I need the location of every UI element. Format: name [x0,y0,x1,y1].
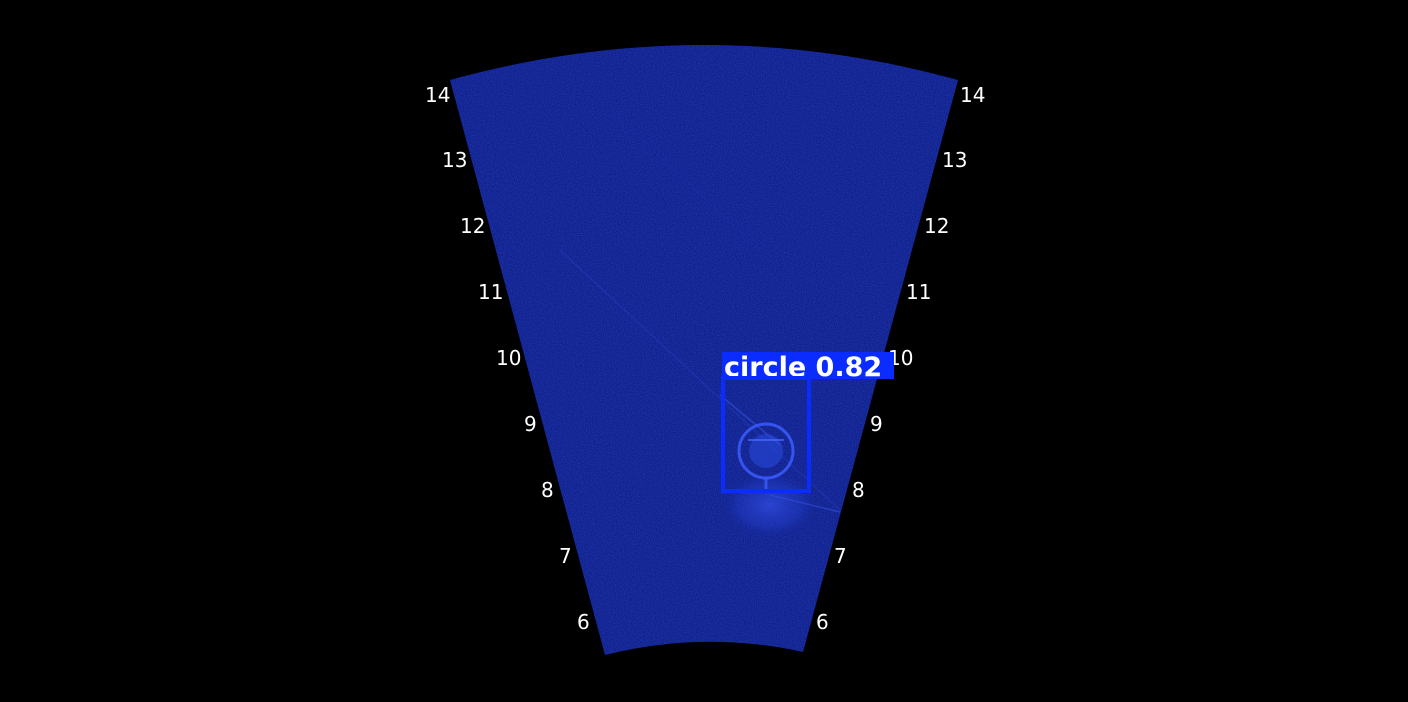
range-label-left: 12 [460,214,485,238]
range-label-right: 12 [924,214,949,238]
sonar-fan-grain [450,45,958,655]
range-label-left: 10 [496,346,521,370]
range-label-right: 7 [834,544,847,568]
range-label-left: 7 [559,544,572,568]
range-label-right: 9 [870,412,883,436]
range-label-left: 8 [541,478,554,502]
range-label-left: 6 [577,610,590,634]
range-label-right: 6 [816,610,829,634]
range-label-right: 11 [906,280,931,304]
range-label-left: 13 [442,148,467,172]
range-label-right: 8 [852,478,865,502]
range-label-left: 11 [478,280,503,304]
range-label-left: 14 [425,83,450,107]
range-label-right: 13 [942,148,967,172]
range-label-left: 9 [524,412,537,436]
range-label-right: 14 [960,83,985,107]
